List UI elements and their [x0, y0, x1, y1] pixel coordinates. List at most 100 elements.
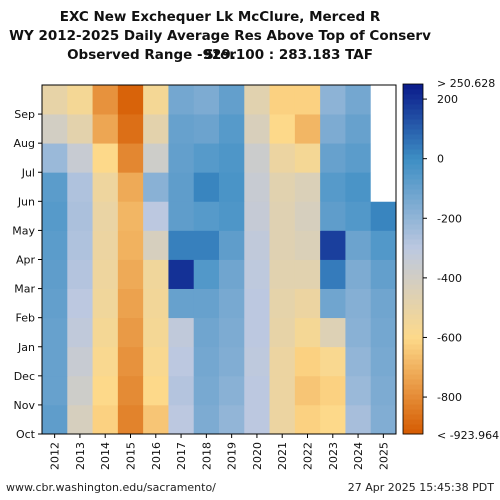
heatmap-cell	[219, 259, 245, 289]
heatmap-cell	[92, 172, 119, 202]
x-tick-label: 2012	[49, 442, 62, 470]
x-tick-label: 2020	[251, 442, 264, 470]
heatmap-cell	[294, 230, 321, 260]
heatmap-cell	[244, 230, 270, 260]
colorbar-tick-label: -400	[437, 272, 462, 285]
heatmap-cell	[269, 85, 296, 115]
heatmap-cell	[244, 114, 270, 144]
heatmap-cell	[294, 317, 321, 348]
heatmap-cell	[370, 85, 397, 115]
heatmap-cell	[168, 346, 195, 377]
heatmap-cell	[117, 172, 144, 202]
heatmap-cell	[143, 143, 169, 173]
heatmap-cell	[143, 317, 169, 348]
x-tick-label: 2017	[175, 442, 188, 470]
heatmap-cell	[193, 317, 220, 348]
heatmap-cell	[370, 317, 397, 348]
heatmap-cell	[67, 259, 93, 289]
heatmap-cell	[219, 375, 245, 406]
heatmap-cell	[294, 201, 321, 231]
heatmap-cell	[117, 288, 144, 319]
heatmap-cell	[143, 201, 169, 231]
heatmap-cell	[370, 114, 397, 144]
heatmap-cell	[193, 346, 220, 377]
heatmap-cell	[345, 143, 372, 173]
heatmap-cell	[219, 143, 245, 173]
heatmap-cell	[219, 404, 245, 435]
heatmap-cell	[193, 114, 220, 144]
heatmap-cell	[168, 230, 195, 260]
y-tick-label: Jan	[17, 341, 35, 354]
heatmap-cell	[370, 230, 397, 260]
heatmap-cell	[117, 230, 144, 260]
heatmap-cell	[143, 85, 169, 115]
heatmap-cell	[117, 201, 144, 231]
x-tick-label: 2018	[200, 442, 213, 470]
chart-title: EXC New Exchequer Lk McClure, Merced R	[59, 9, 381, 25]
heatmap-cell	[117, 143, 144, 173]
heatmap-cell	[92, 114, 119, 144]
heatmap-cell	[143, 259, 169, 289]
y-tick-label: May	[12, 224, 35, 237]
heatmap-cell	[370, 259, 397, 289]
heatmap-cell	[42, 230, 68, 260]
heatmap-cell	[117, 85, 144, 115]
heatmap-cell	[345, 172, 372, 202]
heatmap-cell	[143, 230, 169, 260]
timestamp: 27 Apr 2025 15:45:38 PDT	[347, 481, 494, 494]
heatmap-cell	[168, 143, 195, 173]
heatmap-cell	[67, 172, 93, 202]
heatmap-cell	[294, 404, 321, 435]
heatmap-cell	[345, 201, 372, 231]
heatmap-cell	[244, 375, 270, 406]
heatmap-cell	[219, 85, 245, 115]
x-tick-label: 2016	[150, 442, 163, 470]
heatmap-cell	[320, 288, 346, 319]
x-tick-label: 2022	[302, 442, 315, 470]
heatmap-cell	[117, 404, 144, 435]
heatmap-cell	[143, 346, 169, 377]
colorbar-tick-label: -200	[437, 212, 462, 225]
heatmap-cell	[92, 375, 119, 406]
heatmap-cell	[117, 114, 144, 144]
heatmap-cell	[269, 375, 296, 406]
heatmap-cell	[269, 404, 296, 435]
heatmap-cell	[117, 259, 144, 289]
heatmap-cell	[92, 85, 119, 115]
colorbar-tick-label: -600	[437, 331, 462, 344]
x-tick-label: 2015	[125, 442, 138, 470]
heatmap-cell	[345, 404, 372, 435]
heatmap-cell	[92, 404, 119, 435]
heatmap-cell	[219, 317, 245, 348]
heatmap-cell	[219, 230, 245, 260]
heatmap-cell	[193, 85, 220, 115]
heatmap-cell	[42, 317, 68, 348]
heatmap-cell	[42, 346, 68, 377]
heatmap-cell	[42, 143, 68, 173]
x-tick-label: 2013	[74, 442, 87, 470]
heatmap-cell	[193, 172, 220, 202]
y-tick-label: Jun	[17, 195, 35, 208]
heatmap-cell	[168, 201, 195, 231]
y-tick-label: Feb	[16, 312, 35, 325]
y-tick-label: Sep	[14, 108, 35, 121]
heatmap-cell	[67, 201, 93, 231]
heatmap-cell	[244, 346, 270, 377]
heatmap-cell	[244, 404, 270, 435]
heatmap-cell	[193, 404, 220, 435]
y-tick-label: Mar	[14, 283, 35, 296]
heatmap-cell	[67, 230, 93, 260]
heatmap-cell	[42, 404, 68, 435]
heatmap-cell	[67, 288, 93, 319]
heatmap-cell	[244, 172, 270, 202]
heatmap-cell	[67, 143, 93, 173]
heatmap-cell	[294, 172, 321, 202]
heatmap-cell	[345, 230, 372, 260]
heatmap-cell	[143, 288, 169, 319]
y-tick-label: Aug	[14, 137, 35, 150]
heatmap-cell	[269, 201, 296, 231]
x-tick-label: 2024	[352, 442, 365, 470]
heatmap-cell	[320, 317, 346, 348]
chart-subtitle: WY 2012-2025 Daily Average Res Above Top…	[9, 28, 431, 63]
heatmap-cell	[370, 404, 397, 435]
